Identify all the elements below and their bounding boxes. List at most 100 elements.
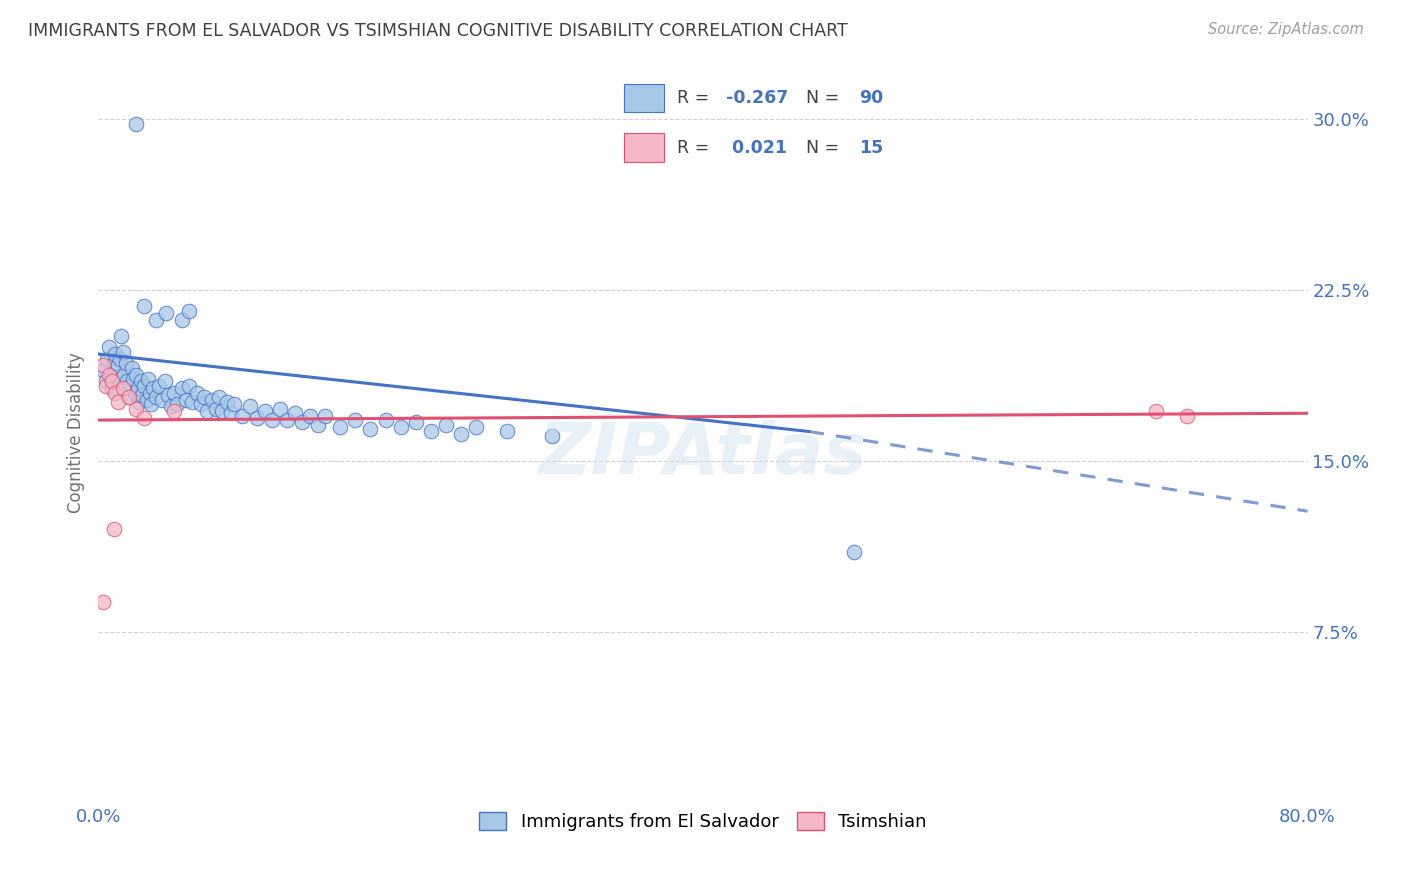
Point [105, 369, 128, 384]
Point [96, 351, 118, 366]
Point [111, 381, 134, 395]
Point [195, 404, 218, 418]
Point [127, 381, 149, 395]
Point [100, 368, 122, 382]
Point [163, 404, 186, 418]
Point [344, 413, 367, 427]
Bar [624, 133, 664, 161]
Point [224, 397, 246, 411]
Point [215, 395, 238, 409]
Point [111, 344, 134, 359]
Point [389, 420, 412, 434]
Point [299, 409, 322, 423]
Point [101, 381, 124, 395]
Point [211, 404, 233, 418]
Point [181, 395, 204, 409]
Point [495, 425, 517, 439]
Point [104, 385, 127, 400]
Point [160, 400, 183, 414]
Text: 90: 90 [859, 88, 883, 106]
Point [107, 395, 129, 409]
Point [112, 368, 135, 382]
Point [190, 397, 212, 411]
Point [269, 401, 291, 416]
Point [205, 401, 228, 416]
Point [208, 390, 231, 404]
Text: -0.267: -0.267 [725, 88, 789, 106]
Point [465, 420, 488, 434]
Point [153, 375, 176, 389]
Point [1175, 409, 1198, 423]
Legend: Immigrants from El Salvador, Tsimshian: Immigrants from El Salvador, Tsimshian [472, 805, 934, 838]
Point [103, 523, 125, 537]
Point [155, 306, 177, 320]
Point [145, 313, 167, 327]
Text: 0.021: 0.021 [725, 139, 787, 157]
Text: 15: 15 [859, 139, 883, 157]
Point [118, 390, 141, 404]
Point [145, 390, 167, 404]
Point [103, 356, 125, 370]
Point [201, 392, 224, 407]
Point [193, 390, 215, 404]
Point [374, 413, 396, 427]
Point [450, 426, 472, 441]
Point [98, 368, 121, 382]
Point [221, 406, 243, 420]
Text: R =: R = [676, 139, 714, 157]
Point [121, 360, 143, 375]
Point [1144, 404, 1167, 418]
Point [276, 413, 298, 427]
Point [262, 413, 284, 427]
Point [156, 388, 179, 402]
Point [98, 340, 121, 354]
Point [540, 429, 562, 443]
Point [114, 356, 136, 370]
Point [170, 313, 193, 327]
Text: N =: N = [807, 139, 845, 157]
Point [150, 392, 173, 407]
Point [420, 425, 443, 439]
Text: R =: R = [676, 88, 714, 106]
Point [186, 385, 208, 400]
Point [434, 417, 457, 432]
Point [307, 417, 329, 432]
Point [291, 416, 314, 430]
Point [246, 410, 269, 425]
Point [148, 379, 170, 393]
Point [329, 420, 352, 434]
Point [174, 392, 197, 407]
Point [101, 375, 124, 389]
Point [125, 401, 148, 416]
Point [142, 381, 165, 395]
Text: Source: ZipAtlas.com: Source: ZipAtlas.com [1208, 22, 1364, 37]
Point [107, 359, 129, 373]
Point [139, 385, 162, 400]
Point [91, 363, 114, 377]
Point [115, 375, 138, 389]
Text: IMMIGRANTS FROM EL SALVADOR VS TSIMSHIAN COGNITIVE DISABILITY CORRELATION CHART: IMMIGRANTS FROM EL SALVADOR VS TSIMSHIAN… [28, 22, 848, 40]
Point [163, 385, 186, 400]
Point [94, 375, 117, 389]
Point [166, 397, 188, 411]
Point [132, 410, 155, 425]
Point [179, 379, 201, 393]
Y-axis label: Cognitive Disability: Cognitive Disability [66, 352, 84, 513]
Point [135, 392, 157, 407]
Point [844, 545, 866, 559]
Point [125, 368, 148, 382]
Point [141, 397, 163, 411]
Point [91, 359, 114, 373]
Point [136, 372, 159, 386]
Point [108, 351, 131, 366]
Point [179, 303, 201, 318]
Point [170, 381, 193, 395]
Point [94, 379, 117, 393]
Point [231, 409, 253, 423]
Point [253, 404, 276, 418]
Point [91, 595, 114, 609]
Text: N =: N = [807, 88, 845, 106]
Point [131, 388, 153, 402]
Bar [624, 84, 664, 112]
Point [122, 372, 145, 386]
